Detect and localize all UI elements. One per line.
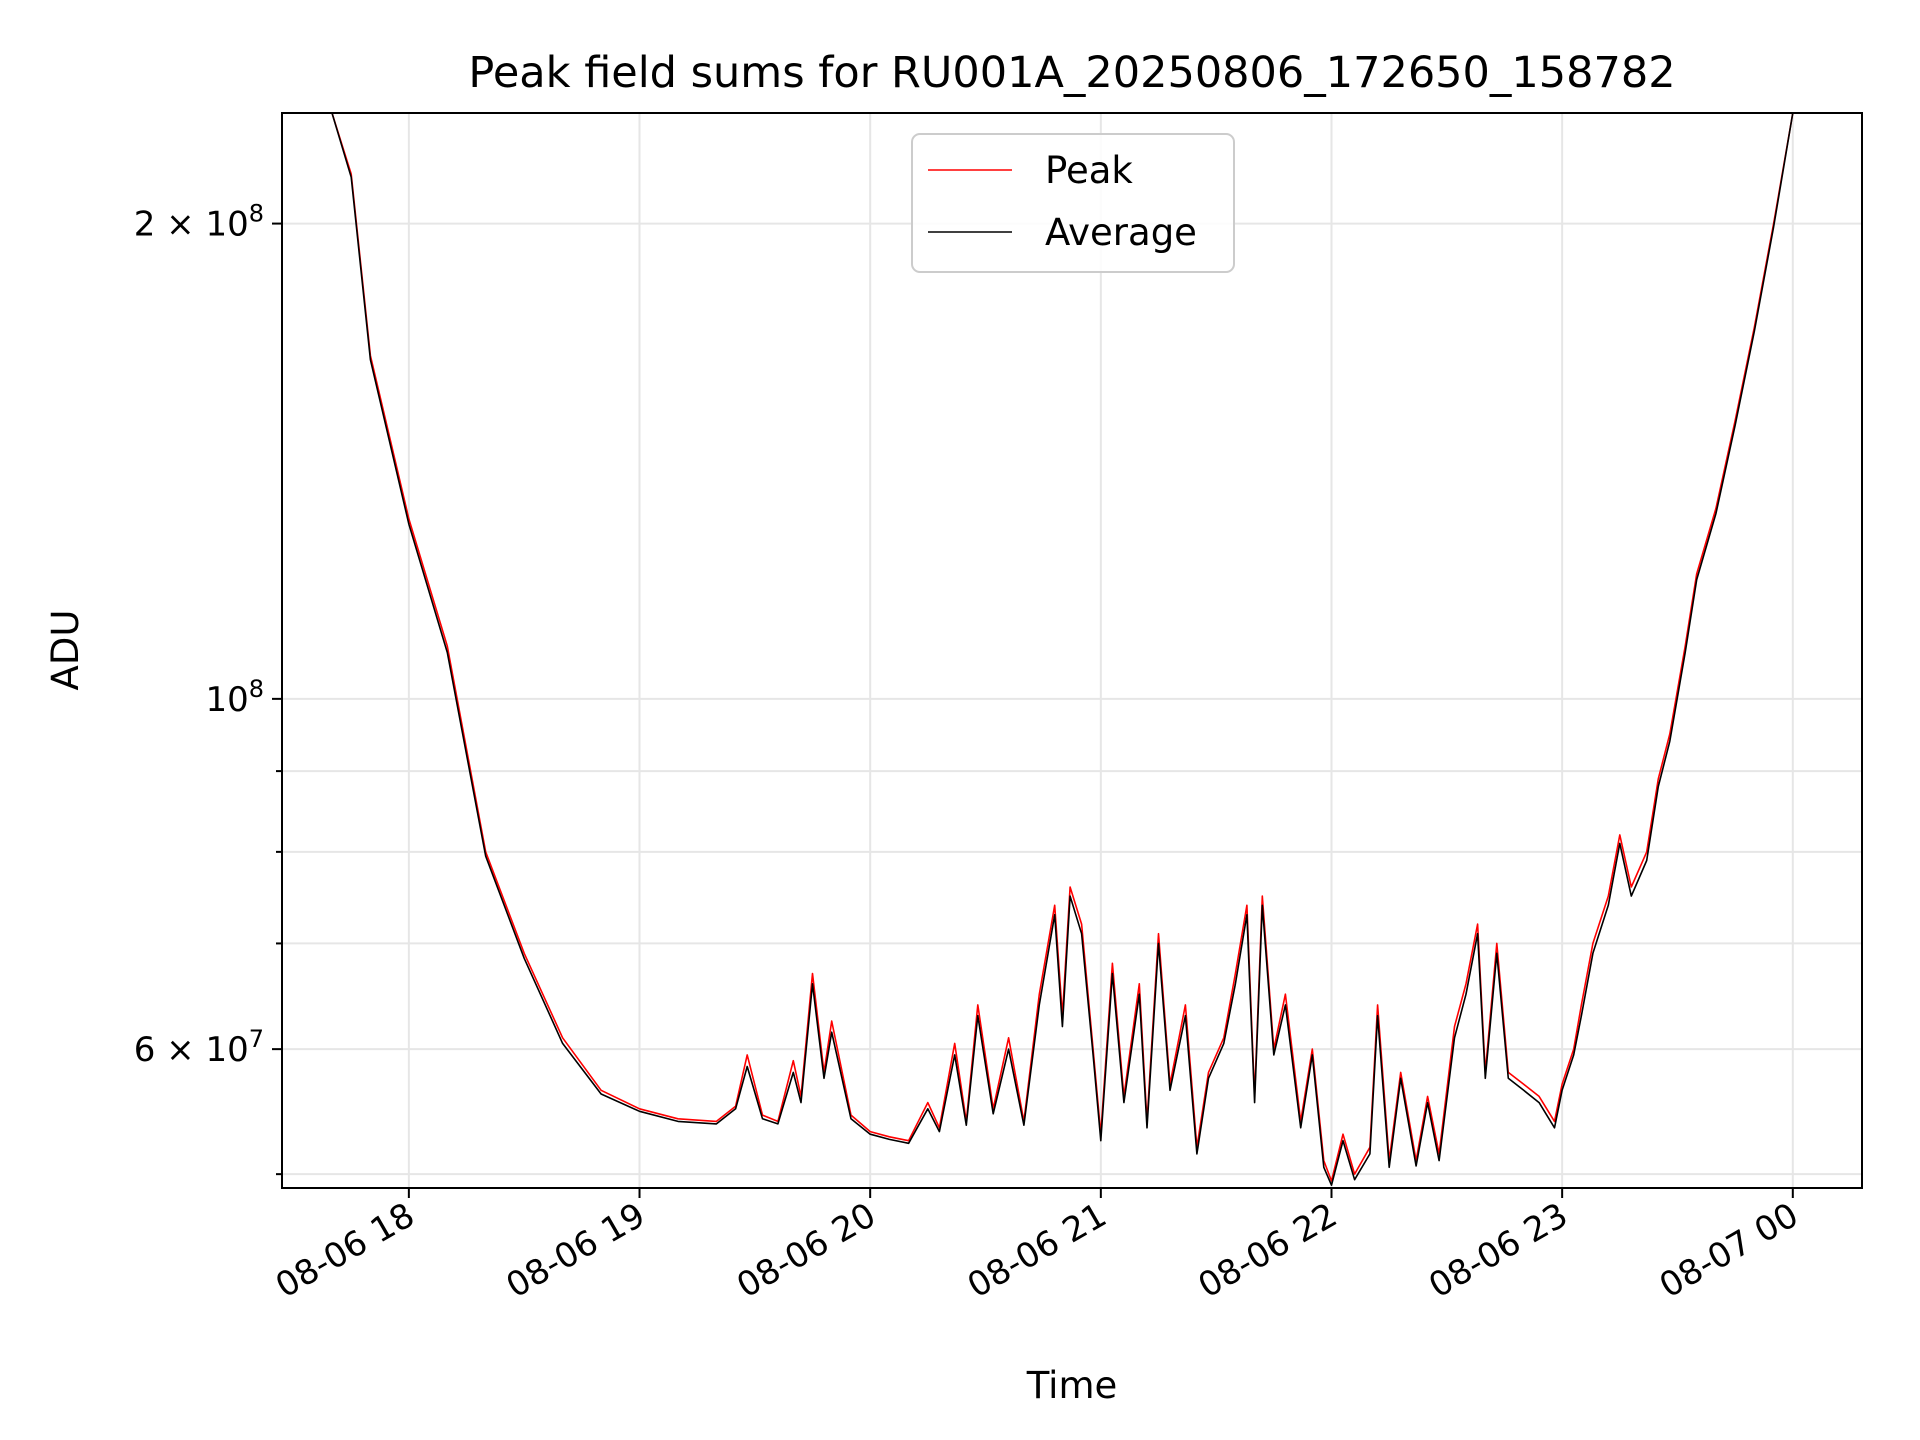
legend-label-peak: Peak — [1045, 149, 1133, 192]
legend-label-average: Average — [1045, 211, 1197, 254]
chart-title: Peak field sums for RU001A_20250806_1726… — [468, 48, 1675, 98]
y-tick-label: 6 × 107 — [134, 1025, 264, 1070]
axes-frame — [281, 112, 1863, 1189]
y-tick-label: 108 — [205, 675, 264, 720]
plot-area — [282, 113, 1862, 1186]
legend: Peak Average — [911, 133, 1235, 273]
y-tick-label: 2 × 108 — [134, 200, 264, 245]
series-line-average — [282, 113, 1862, 1186]
legend-box — [911, 133, 1235, 273]
y-axis-label: ADU — [44, 610, 87, 691]
x-axis-label: Time — [1026, 1364, 1118, 1407]
